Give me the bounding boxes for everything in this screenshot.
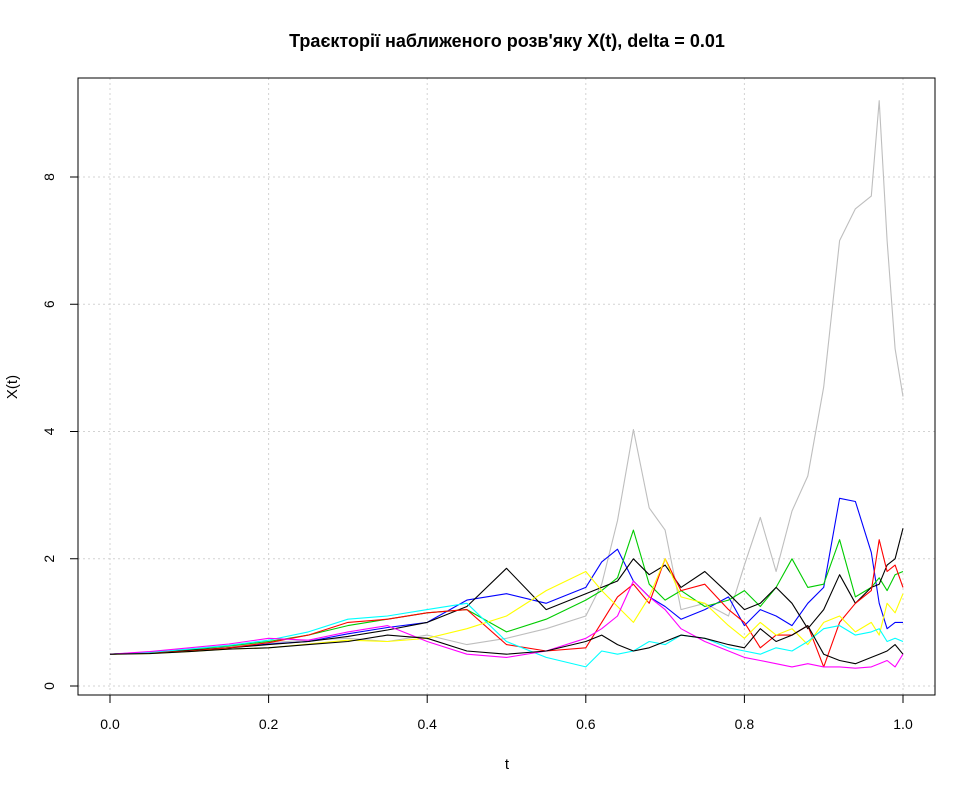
x-tick-label: 0.6 [576,716,596,732]
x-axis: 0.0 0.2 0.4 0.6 0.8 1.0 [100,694,913,732]
y-tick-label: 0 [41,682,57,690]
series-line-8 [109,580,904,669]
x-tick-label: 1.0 [893,716,913,732]
x-axis-label: t [505,756,510,773]
series-line-6 [109,558,904,655]
grid-lines [78,78,935,695]
series-line-9 [109,625,904,665]
series-line-7 [109,602,904,668]
y-tick-label: 6 [41,300,57,308]
x-tick-label: 0.0 [100,716,120,732]
x-tick-label: 0.4 [417,716,437,732]
series-line-5 [109,539,904,668]
series-line-1 [109,100,904,655]
x-tick-label: 0.2 [259,716,279,732]
y-tick-label: 2 [41,555,57,563]
series-group [109,100,904,669]
series-line-2 [109,497,903,655]
y-axis: 0 2 4 6 8 [41,173,79,690]
x-tick-label: 0.8 [735,716,755,732]
plot-frame [77,77,936,696]
chart-title: Траєкторії наближеного розв'яку X(t), de… [289,31,725,51]
y-tick-label: 4 [41,427,57,435]
y-tick-label: 8 [41,173,57,181]
y-axis-label: X(t) [4,375,21,399]
series-line-4 [109,528,904,655]
series-line-3 [109,529,904,655]
